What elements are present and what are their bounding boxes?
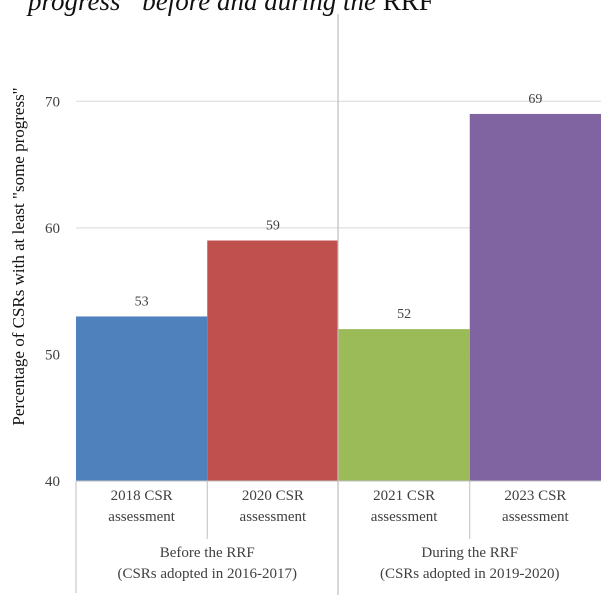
title-upright-text: RRF — [382, 0, 434, 16]
y-axis-label: Percentage of CSRs with at least "some p… — [9, 87, 28, 425]
x-tick-label-0-0: 2018 CSR — [111, 488, 173, 504]
bar-2 — [338, 329, 470, 481]
x-tick-label-0-1: assessment — [108, 509, 175, 525]
group-label-1-0: During the RRF — [421, 545, 518, 561]
data-label-1: 59 — [266, 219, 280, 234]
group-label-0-1: (CSRs adopted in 2016-2017) — [117, 566, 297, 582]
group-label-1-1: (CSRs adopted in 2019-2020) — [380, 566, 560, 582]
data-label-0: 53 — [135, 294, 149, 309]
group-label-0-0: Before the RRF — [160, 545, 255, 561]
x-tick-label-1-1: assessment — [240, 509, 307, 525]
x-tick-label-2-0: 2021 CSR — [373, 488, 435, 504]
title-italic-text: progress” before and during the — [28, 0, 376, 16]
y-tick-label-70: 70 — [45, 94, 60, 110]
bar-0 — [76, 316, 208, 481]
axes — [75, 14, 601, 595]
bars — [76, 113, 601, 481]
labels: 40 50 60 70 53 2018 CSR assessment 59 2020 CSR as… — [9, 87, 570, 582]
x-tick-label-2-1: assessment — [371, 509, 438, 525]
data-label-2: 52 — [397, 307, 411, 322]
x-tick-label-3-1: assessment — [502, 509, 569, 525]
x-tick-label-3-0: 2023 CSR — [504, 488, 566, 504]
y-tick-label-50: 50 — [45, 347, 60, 363]
y-tick-label-40: 40 — [45, 474, 60, 490]
y-tick-label-60: 60 — [45, 221, 60, 237]
x-tick-label-1-0: 2020 CSR — [242, 488, 304, 504]
bar-3 — [469, 113, 601, 481]
bar-1 — [207, 240, 339, 481]
data-label-3: 69 — [528, 92, 542, 107]
chart-title-fragment: progress” before and during the RRF — [28, 0, 434, 17]
